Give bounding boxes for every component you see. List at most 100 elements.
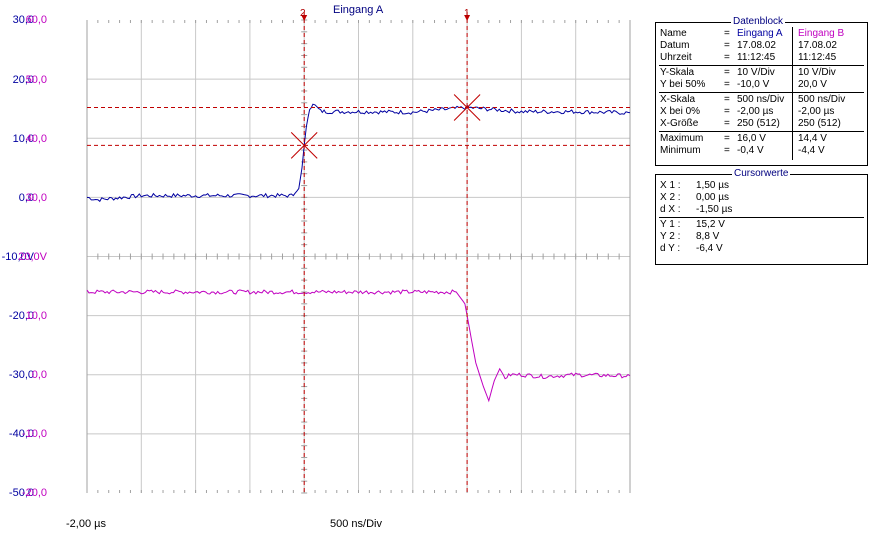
cursor-value-label: X 1 :	[660, 180, 681, 191]
row-value-a: 17.08.02	[737, 40, 776, 51]
cursorwerte-row: d Y : -6,4 V	[660, 243, 860, 255]
axis-a-tick: 30,0	[12, 14, 34, 26]
row-value-b: 20,0 V	[798, 79, 827, 90]
row-value-b: -4,4 V	[798, 145, 825, 156]
axis-b-tick: 20,0V	[18, 251, 47, 263]
row-label: X-Skala	[660, 94, 696, 105]
axis-a-tick: -50,0	[8, 487, 34, 499]
cursor-1-arrow	[464, 15, 471, 21]
datenblock-panel: Datenblock Name = Eingang A Eingang B Datum =…	[655, 16, 868, 166]
cursor-1-label[interactable]: 1	[464, 8, 470, 19]
row-eq: =	[724, 94, 730, 105]
axis-b-tick: 0,0	[31, 369, 47, 381]
cursor-2-arrow	[301, 15, 308, 21]
row-label: X-Größe	[660, 118, 699, 129]
row-value-b: 11:12:45	[798, 52, 837, 63]
cursorwerte-row: X 1 : 1,50 µs	[660, 180, 860, 192]
divider	[659, 131, 864, 132]
axis-b-tick: 10,0	[25, 310, 47, 322]
axis-b-tick: 30,0	[25, 192, 47, 204]
row-value-a: 11:12:45	[737, 52, 776, 63]
cursors[interactable]	[87, 12, 630, 493]
cursor-1-marker	[453, 94, 481, 121]
axis-a-tick: -30,0	[8, 369, 34, 381]
row-value-a: Eingang A	[737, 28, 783, 39]
datenblock-row: Y bei 50% = -10,0 V 20,0 V	[660, 79, 865, 91]
column-divider	[792, 27, 793, 160]
cursorwerte-row: Y 1 : 15,2 V	[660, 219, 860, 231]
datenblock-row: Y-Skala = 10 V/Div 10 V/Div	[660, 67, 865, 79]
row-label: Datum	[660, 40, 690, 51]
channel-label: Eingang A	[333, 4, 384, 16]
cursor-value-label: d Y :	[660, 243, 681, 254]
row-eq: =	[724, 133, 730, 144]
row-value-b: 250 (512)	[798, 118, 841, 129]
cursorwerte-row: X 2 : 0,00 µs	[660, 192, 860, 204]
row-label: Y-Skala	[660, 67, 695, 78]
cursor-2-marker	[290, 131, 318, 159]
cursor-value: -6,4 V	[696, 243, 723, 254]
divider	[659, 217, 864, 218]
row-label: Y bei 50%	[660, 79, 706, 90]
axis-a-tick: -10,0V	[1, 251, 34, 263]
cursorwerte-title: Cursorwerte	[732, 168, 791, 179]
cursor-value-label: Y 2 :	[660, 231, 681, 242]
datenblock-row: Uhrzeit = 11:12:45 11:12:45	[660, 52, 865, 64]
row-label: Minimum	[660, 145, 701, 156]
datenblock-row: Maximum = 16,0 V 14,4 V	[660, 133, 865, 145]
traces	[86, 103, 631, 403]
row-eq: =	[724, 67, 730, 78]
axis-a-tick: 10,0	[12, 133, 34, 145]
row-value-b: -2,00 µs	[798, 106, 835, 117]
divider	[659, 92, 864, 93]
x-start-label: -2,00 µs	[66, 518, 106, 530]
cursor-value-label: X 2 :	[660, 192, 681, 203]
cursorwerte-row: d X : -1,50 µs	[660, 204, 860, 216]
axis-b-tick: 40,0	[25, 133, 47, 145]
row-value-b: 500 ns/Div	[798, 94, 846, 105]
cursor-value: 1,50 µs	[696, 180, 730, 191]
row-label: Name	[660, 28, 687, 39]
cursor-2-label[interactable]: 2	[300, 8, 306, 19]
divider	[659, 65, 864, 66]
datenblock-row: Datum = 17.08.02 17.08.02	[660, 40, 865, 52]
axis-b-tick: -20,0	[21, 487, 47, 499]
datenblock-row: X-Größe = 250 (512) 250 (512)	[660, 118, 865, 130]
row-value-a: 500 ns/Div	[737, 94, 785, 105]
row-eq: =	[724, 40, 730, 51]
axis-b-tick: 50,0	[25, 74, 47, 86]
cursor-value: 8,8 V	[696, 231, 720, 242]
row-label: Maximum	[660, 133, 704, 144]
datenblock-title: Datenblock	[731, 16, 786, 27]
grid	[86, 19, 631, 494]
row-eq: =	[724, 79, 730, 90]
trace-eingang-b	[86, 289, 631, 403]
datenblock-row: X-Skala = 500 ns/Div 500 ns/Div	[660, 94, 865, 106]
row-eq: =	[724, 145, 730, 156]
row-eq: =	[724, 28, 730, 39]
row-value-a: -10,0 V	[737, 79, 770, 90]
cursor-value: 0,00 µs	[696, 192, 730, 203]
row-value-a: 10 V/Div	[737, 67, 775, 78]
row-eq: =	[724, 118, 730, 129]
cursorwerte-panel: Cursorwerte X 1 : 1,50 µs X 2 : 0,00 µs d X …	[655, 168, 868, 265]
datenblock-row: Name = Eingang A Eingang B	[660, 28, 865, 40]
cursor-value: -1,50 µs	[696, 204, 733, 215]
x-scale-label: 500 ns/Div	[330, 518, 382, 530]
row-label: X bei 0%	[660, 106, 701, 117]
row-value-b: 10 V/Div	[798, 67, 836, 78]
cursorwerte-row: Y 2 : 8,8 V	[660, 231, 860, 243]
trace-eingang-a	[86, 103, 631, 203]
axis-b-tick: -10,0	[21, 428, 47, 440]
axis-a-tick: -20,0	[8, 310, 34, 322]
row-value-a: -0,4 V	[737, 145, 764, 156]
row-value-b: Eingang B	[798, 28, 845, 39]
cursor-value: 15,2 V	[696, 219, 725, 230]
row-value-b: 17.08.02	[798, 40, 837, 51]
datenblock-row: X bei 0% = -2,00 µs -2,00 µs	[660, 106, 865, 118]
row-value-a: 250 (512)	[737, 118, 780, 129]
row-eq: =	[724, 106, 730, 117]
axis-a-tick: 0,0	[18, 192, 34, 204]
row-eq: =	[724, 52, 730, 63]
